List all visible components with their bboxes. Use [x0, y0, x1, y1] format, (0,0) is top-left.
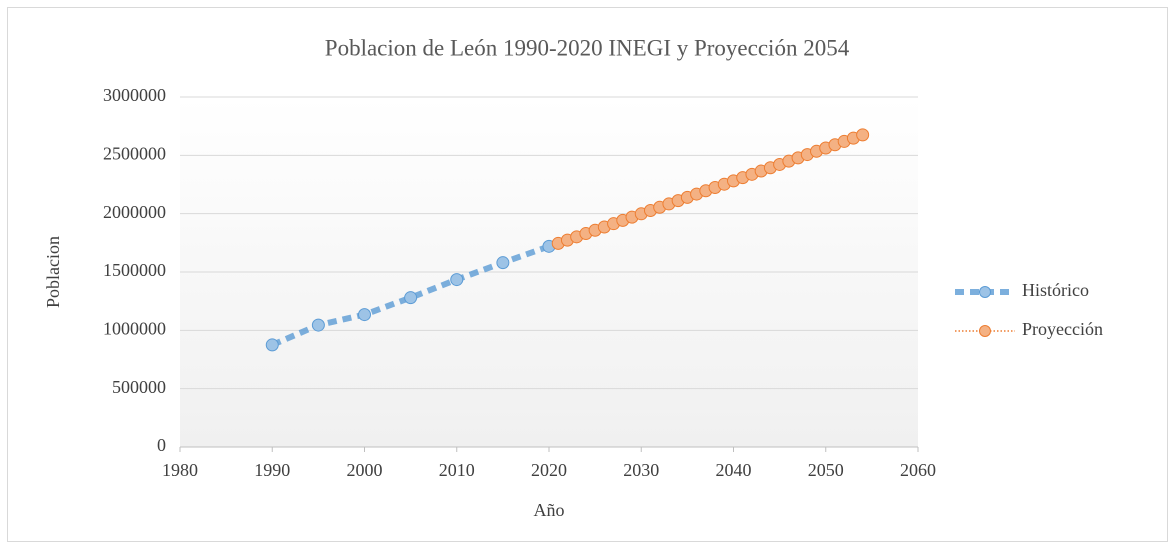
y-tick-label: 3000000	[103, 85, 166, 105]
x-tick-label: 2030	[623, 460, 659, 480]
x-tick-label: 2000	[347, 460, 383, 480]
y-tick-label: 1500000	[103, 260, 166, 280]
y-tick-label: 0	[157, 435, 166, 455]
chart-title: Poblacion de León 1990-2020 INEGI y Proy…	[325, 35, 850, 60]
marker	[404, 291, 418, 305]
x-tick-label: 1980	[162, 460, 198, 480]
marker	[311, 318, 325, 332]
marker	[856, 128, 870, 142]
x-tick-label: 2060	[900, 460, 936, 480]
y-tick-label: 1000000	[103, 318, 166, 338]
x-tick-label: 2050	[808, 460, 844, 480]
y-tick-label: 500000	[112, 377, 166, 397]
x-tick-label: 2010	[439, 460, 475, 480]
legend-label: Histórico	[1022, 280, 1089, 300]
x-tick-label: 1990	[254, 460, 290, 480]
marker	[358, 308, 371, 322]
x-tick-label: 2040	[716, 460, 752, 480]
y-tick-label: 2000000	[103, 202, 166, 222]
marker	[450, 273, 464, 287]
legend-marker	[979, 325, 991, 337]
marker	[265, 338, 279, 352]
marker	[496, 256, 510, 270]
y-tick-label: 2500000	[103, 143, 166, 163]
y-axis-label: Poblacion	[43, 236, 63, 308]
x-tick-label: 2020	[531, 460, 567, 480]
legend-marker	[979, 286, 991, 298]
legend-label: Proyección	[1022, 319, 1103, 339]
x-axis-label: Año	[534, 500, 565, 520]
